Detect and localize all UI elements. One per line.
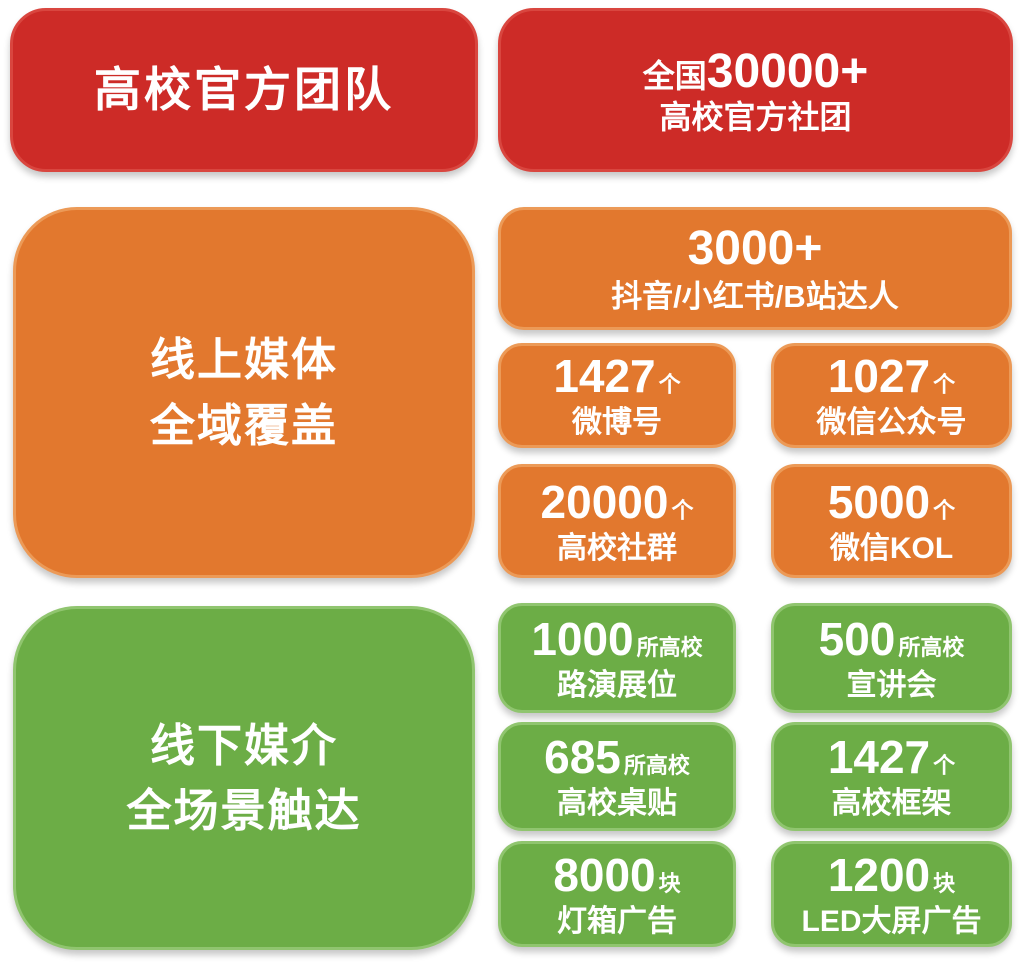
stat-number-line: 685 所高校	[544, 734, 690, 780]
stat-label: LED大屏广告	[801, 904, 982, 938]
stat-number: 20000	[540, 475, 669, 528]
stat-label: 路演展位	[557, 668, 677, 702]
offline-stat-roadshow-booths: 1000 所高校 路演展位	[498, 603, 736, 713]
stat-number: 685	[544, 731, 621, 783]
stat-label: 灯箱广告	[557, 904, 677, 938]
stat-number-line: 1427 个	[828, 734, 955, 780]
stat-number: 1200	[827, 848, 931, 901]
stat-number: 500	[818, 612, 896, 665]
stat-unit: 个	[658, 372, 681, 397]
stat-number-line: 1027 个	[828, 353, 955, 399]
red-stat-number: 30000+	[706, 44, 869, 98]
red-stat-label: 高校官方社团	[659, 98, 852, 135]
stat-number-line: 5000 个	[828, 479, 955, 525]
stat-unit: 所高校	[636, 634, 703, 660]
stat-unit: 所高校	[898, 634, 965, 660]
stat-label: 高校社群	[557, 531, 677, 565]
stat-number: 1027	[827, 350, 931, 402]
stat-unit: 块	[658, 870, 681, 896]
stat-label: 宣讲会	[846, 668, 937, 702]
online-stat-wechat-official: 1027 个 微信公众号	[771, 343, 1012, 448]
stat-number-line: 1427 个	[553, 353, 680, 399]
stat-number: 3000+	[687, 222, 823, 275]
stat-number-line: 1000 所高校	[531, 616, 702, 662]
stat-number-line: 8000 块	[553, 852, 680, 898]
offline-stat-led-screen-ads: 1200 块 LED大屏广告	[771, 841, 1012, 947]
online-title-line1: 线上媒体	[149, 334, 338, 386]
stat-number: 1000	[531, 612, 634, 665]
online-stat-campus-groups: 20000 个 高校社群	[498, 464, 736, 578]
red-stat-box: 全国 30000+ 高校官方社团	[498, 8, 1013, 172]
stat-unit: 个	[933, 497, 956, 523]
stat-label: 高校框架	[831, 787, 952, 820]
online-stat-wechat-kol: 5000 个 微信KOL	[771, 464, 1012, 578]
stat-unit: 所高校	[623, 753, 690, 778]
stat-label: 微博号	[572, 406, 662, 439]
online-stat-influencers: 3000+ 抖音/小红书/B站达人	[498, 207, 1012, 330]
red-stat-prefix: 全国	[642, 57, 707, 94]
stat-number: 1427	[553, 350, 656, 402]
red-stat-number-line: 全国 30000+	[642, 44, 869, 98]
online-section-title-box: 线上媒体 全域覆盖	[13, 207, 475, 578]
offline-section-title-box: 线下媒介 全场景触达	[13, 606, 475, 950]
stat-number: 8000	[553, 848, 656, 901]
stat-number: 5000	[827, 475, 931, 528]
stat-number-line: 20000 个	[541, 479, 694, 525]
stat-number: 1427	[827, 731, 931, 783]
online-section-title: 线上媒体 全域覆盖	[150, 327, 338, 458]
offline-title-line1: 线下媒介	[149, 719, 338, 771]
offline-stat-lightbox-ads: 8000 块 灯箱广告	[498, 841, 736, 947]
stat-unit: 个	[933, 753, 956, 778]
stat-label: 抖音/小红书/B站达人	[611, 279, 899, 314]
offline-stat-campus-frames: 1427 个 高校框架	[771, 722, 1012, 831]
red-section-title-box: 高校官方团队	[10, 8, 478, 172]
stat-label: 高校桌贴	[557, 787, 677, 820]
offline-section-title: 线下媒介 全场景触达	[126, 713, 361, 844]
stat-number-line: 500 所高校	[819, 616, 965, 662]
online-title-line2: 全域覆盖	[149, 399, 338, 451]
online-stat-weibo: 1427 个 微博号	[498, 343, 736, 448]
offline-stat-desk-stickers: 685 所高校 高校桌贴	[498, 722, 736, 831]
offline-stat-info-sessions: 500 所高校 宣讲会	[771, 603, 1012, 713]
stat-unit: 个	[671, 497, 694, 523]
stat-number-line: 1200 块	[828, 852, 955, 898]
stat-unit: 块	[933, 870, 956, 896]
offline-title-line2: 全场景触达	[126, 785, 362, 836]
stat-label: 微信KOL	[829, 531, 954, 565]
red-section-title: 高校官方团队	[94, 62, 394, 116]
stat-label: 微信公众号	[816, 406, 967, 439]
stat-unit: 个	[933, 372, 956, 397]
